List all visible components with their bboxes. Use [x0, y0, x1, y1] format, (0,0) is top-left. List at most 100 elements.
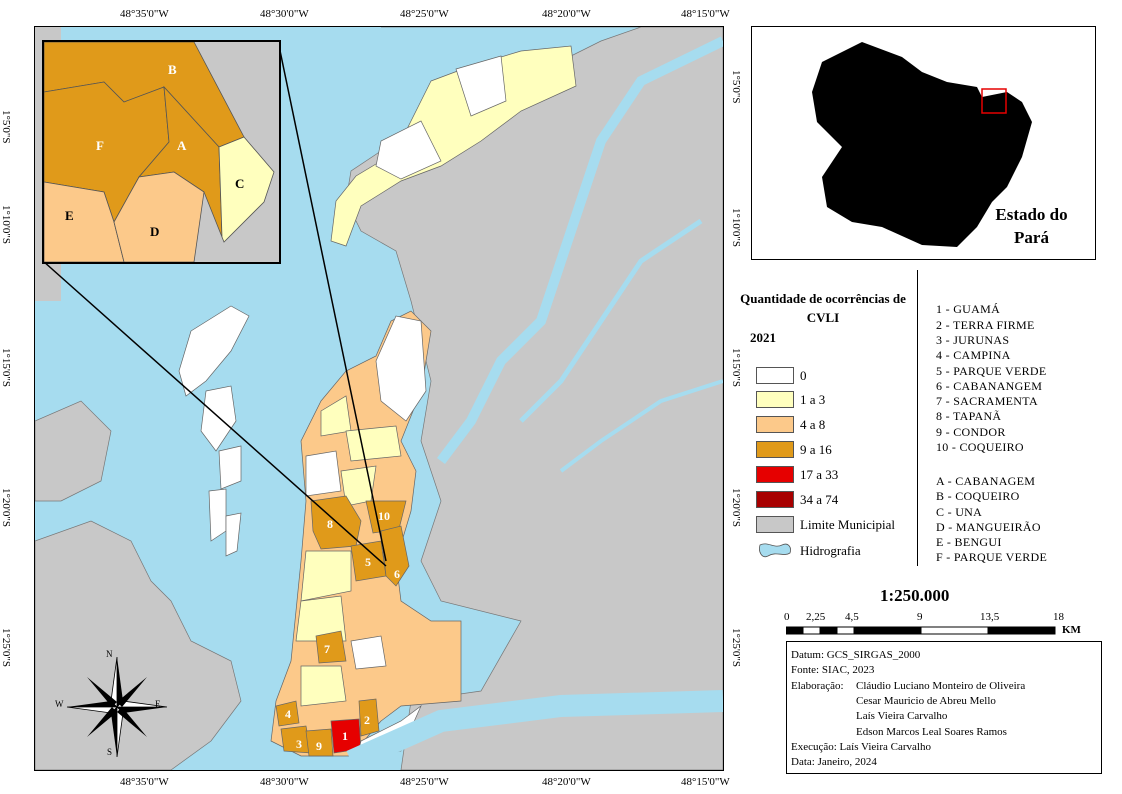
coord-right-4: 1°20'0"S	[730, 488, 742, 527]
inset-label-b: B	[168, 62, 177, 77]
legend-swatch-1	[756, 391, 794, 408]
coord-left-2: 1°10'0"S	[0, 205, 12, 244]
coord-right-2: 1°10'0"S	[730, 208, 742, 247]
nb-5: 5 - PARQUE VERDE	[936, 364, 1047, 378]
coord-top-5: 48°15'0"W	[681, 8, 730, 20]
coord-right-5: 1°25'0"S	[730, 628, 742, 667]
inset-label-f: F	[96, 138, 104, 153]
island-north-white2	[455, 55, 507, 117]
scale-bar	[786, 626, 1056, 635]
island-w3	[218, 445, 242, 490]
map-label-10: 10	[378, 509, 390, 523]
map-label-1: 1	[342, 729, 348, 743]
area-2	[358, 698, 380, 737]
inset-nb-c: C - UNA	[936, 505, 983, 519]
nb-6: 6 - CABANANGEM	[936, 379, 1043, 393]
inset-label-d: D	[150, 224, 160, 239]
inset-area-d	[113, 171, 205, 262]
legend-swatch-2	[756, 416, 794, 433]
state-label: Estado do Pará	[995, 205, 1068, 247]
hydrography-icon	[759, 543, 791, 558]
scale-tick-2: 4,5	[845, 611, 859, 623]
north-arrow-icon	[66, 656, 168, 758]
map-label-5: 5	[365, 555, 371, 569]
island-north	[330, 45, 577, 247]
inset-nb-f: F - PARQUE VERDE	[936, 550, 1048, 564]
area-6	[380, 525, 410, 587]
legend-swatch-4	[756, 466, 794, 483]
legend-swatch-5	[756, 491, 794, 508]
belem-white-3	[350, 635, 387, 670]
meta-elab-label: Elaboração:	[791, 680, 844, 692]
north-label: N	[106, 649, 113, 659]
scale-tick-0: 0	[784, 611, 790, 623]
legend-label-4: 17 a 33	[800, 467, 839, 482]
area-7	[315, 630, 347, 664]
coord-left-4: 1°20'0"S	[0, 488, 12, 527]
nb-4: 4 - CAMPINA	[936, 348, 1011, 362]
para-state-shape	[812, 42, 1032, 247]
meta-author-1: Cláudio Luciano Monteiro de Oliveira	[856, 680, 1026, 692]
legend-label-7: Hidrografia	[800, 543, 861, 558]
belem-yellow-4	[300, 550, 352, 602]
river-east-3	[559, 379, 723, 473]
legend-label-5: 34 a 74	[800, 492, 839, 507]
state-shape-svg	[812, 42, 1032, 247]
inset-area-c	[218, 136, 275, 243]
coord-top-4: 48°20'0"W	[542, 8, 591, 20]
meta-datum: Datum: GCS_SIRGAS_2000	[791, 649, 921, 661]
legend-swatch-3	[756, 441, 794, 458]
island-w2	[200, 385, 237, 452]
legend-label-6: Limite Municipial	[800, 517, 895, 532]
coord-bottom-3: 48°25'0"W	[400, 776, 449, 788]
meta-data: Data: Janeiro, 2024	[791, 756, 877, 768]
west-label: W	[55, 699, 64, 709]
coord-right-3: 1°15'0"S	[730, 348, 742, 387]
coord-bottom-2: 48°30'0"W	[260, 776, 309, 788]
coord-top-3: 48°25'0"W	[400, 8, 449, 20]
inset-label-c: C	[235, 176, 245, 191]
meta-execucao: Execução: Laís Vieira Carvalho	[791, 741, 931, 753]
coord-bottom-5: 48°15'0"W	[681, 776, 730, 788]
coord-bottom-4: 48°20'0"W	[542, 776, 591, 788]
coord-left-5: 1°25'0"S	[0, 628, 12, 667]
zoom-inset-svg	[44, 42, 279, 262]
area-4	[275, 700, 300, 727]
island-w5	[225, 512, 242, 557]
map-label-7: 7	[324, 642, 330, 656]
meta-fonte: Fonte: SIAC, 2023	[791, 664, 875, 676]
inset-nb-b: B - COQUEIRO	[936, 489, 1020, 503]
scale-tick-5: 18	[1053, 611, 1064, 623]
legend-label-0: 0	[800, 368, 807, 383]
river-guama	[346, 690, 723, 770]
map-label-2: 2	[364, 713, 370, 727]
map-label-9: 9	[316, 739, 322, 753]
belem-yellow-2	[345, 425, 402, 462]
meta-author-2: Cesar Mauricio de Abreu Mello	[856, 695, 996, 707]
river-east	[437, 36, 723, 464]
east-label: E	[155, 699, 161, 709]
belem-yellow-5	[295, 595, 347, 642]
coord-top-1: 48°35'0"W	[120, 8, 169, 20]
scale-unit: KM	[1062, 624, 1081, 636]
legend-label-3: 9 a 16	[800, 442, 832, 457]
legend-title: Quantidade de ocorrências de CVLI	[740, 291, 906, 325]
state-inset-map[interactable]: Estado do Pará	[751, 26, 1096, 260]
legend-label-2: 4 a 8	[800, 417, 826, 432]
south-label: S	[107, 747, 113, 757]
scale-tick-3: 9	[917, 611, 923, 623]
inset-label-e: E	[65, 208, 74, 223]
legend-label-1: 1 a 3	[800, 392, 826, 407]
map-label-4: 4	[285, 707, 291, 721]
scale-ratio: 1:250.000	[880, 586, 950, 605]
map-label-8: 8	[327, 517, 333, 531]
legend-swatch-0	[756, 367, 794, 384]
legend-swatch-6	[756, 516, 794, 533]
nb-1: 1 - GUAMÁ	[936, 302, 1001, 316]
belem-white-n	[375, 315, 427, 422]
island-w1	[178, 305, 250, 397]
scale-tick-1: 2,25	[806, 611, 826, 623]
nb-10: 10 - COQUEIRO	[936, 440, 1024, 454]
meta-author-3: Laís Vieira Carvalho	[856, 710, 948, 722]
zoom-inset-map[interactable]: B F A C E D	[42, 40, 281, 264]
